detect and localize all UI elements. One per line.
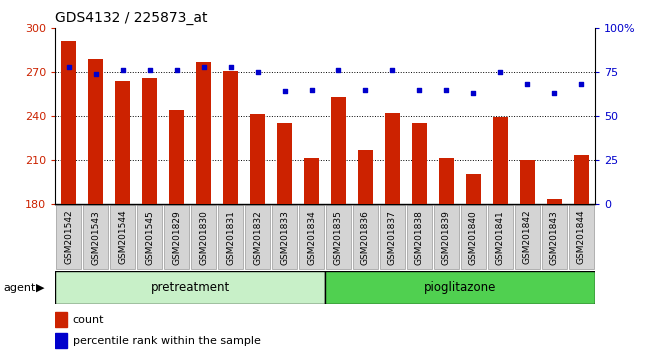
Bar [250,114,265,204]
Text: GSM201543: GSM201543 [91,210,100,264]
Point [226,64,236,70]
FancyBboxPatch shape [326,205,351,269]
Point [280,88,290,94]
FancyBboxPatch shape [57,205,81,269]
Point [333,68,344,73]
Bar [169,110,184,204]
Text: percentile rank within the sample: percentile rank within the sample [73,336,261,346]
FancyBboxPatch shape [488,205,513,269]
Point [441,87,452,92]
Point [172,68,182,73]
Bar [55,312,67,327]
Bar [331,97,346,204]
Text: GSM201542: GSM201542 [64,210,73,264]
Point [118,68,128,73]
Point [360,87,370,92]
FancyBboxPatch shape [218,205,243,269]
FancyBboxPatch shape [407,205,432,269]
Bar [61,41,76,204]
Text: GSM201837: GSM201837 [388,210,397,265]
FancyBboxPatch shape [569,205,593,269]
FancyBboxPatch shape [191,205,216,269]
FancyBboxPatch shape [380,205,405,269]
FancyBboxPatch shape [353,205,378,269]
Text: GSM201838: GSM201838 [415,210,424,265]
Point [495,69,506,75]
Text: pioglitazone: pioglitazone [424,281,496,294]
Point [468,90,478,96]
FancyBboxPatch shape [245,205,270,269]
Point [90,71,101,77]
Point [414,87,424,92]
Text: GSM201833: GSM201833 [280,210,289,265]
FancyBboxPatch shape [299,205,324,269]
FancyBboxPatch shape [137,205,162,269]
Text: GSM201829: GSM201829 [172,210,181,264]
Bar [385,113,400,204]
Text: GSM201832: GSM201832 [253,210,262,264]
Text: GSM201835: GSM201835 [334,210,343,265]
Point [144,68,155,73]
Bar [412,123,427,204]
Text: GSM201844: GSM201844 [577,210,586,264]
Bar [142,78,157,204]
Text: GSM201841: GSM201841 [496,210,505,264]
Bar [520,160,535,204]
FancyBboxPatch shape [164,205,189,269]
Text: GSM201545: GSM201545 [145,210,154,264]
Bar [547,199,562,204]
Bar [325,271,595,304]
Bar [574,155,589,204]
Bar [466,175,481,204]
Bar [115,81,130,204]
Text: GSM201834: GSM201834 [307,210,316,264]
Text: GSM201840: GSM201840 [469,210,478,264]
Text: count: count [73,315,104,325]
Text: GSM201831: GSM201831 [226,210,235,265]
Bar [55,271,325,304]
Bar [55,333,67,348]
FancyBboxPatch shape [111,205,135,269]
Point [64,64,74,70]
Point [576,81,586,87]
FancyBboxPatch shape [542,205,567,269]
Point [549,90,560,96]
FancyBboxPatch shape [434,205,459,269]
Text: GSM201842: GSM201842 [523,210,532,264]
FancyBboxPatch shape [515,205,540,269]
Bar [88,59,103,204]
Point [198,64,209,70]
Point [387,68,398,73]
Bar [196,62,211,204]
Bar [277,123,292,204]
Text: GSM201836: GSM201836 [361,210,370,265]
Point [252,69,263,75]
Text: GDS4132 / 225873_at: GDS4132 / 225873_at [55,11,208,25]
Text: GSM201544: GSM201544 [118,210,127,264]
Point [522,81,532,87]
Point [306,87,317,92]
Text: GSM201843: GSM201843 [550,210,559,264]
Bar [358,149,373,204]
FancyBboxPatch shape [83,205,108,269]
Bar [304,158,319,204]
Text: ▶: ▶ [36,282,44,293]
FancyBboxPatch shape [272,205,297,269]
Text: GSM201830: GSM201830 [199,210,208,265]
Text: agent: agent [3,282,36,293]
Text: pretreatment: pretreatment [151,281,229,294]
Bar [223,71,238,204]
Bar [493,118,508,204]
FancyBboxPatch shape [461,205,486,269]
Text: GSM201839: GSM201839 [442,210,451,265]
Bar [439,158,454,204]
